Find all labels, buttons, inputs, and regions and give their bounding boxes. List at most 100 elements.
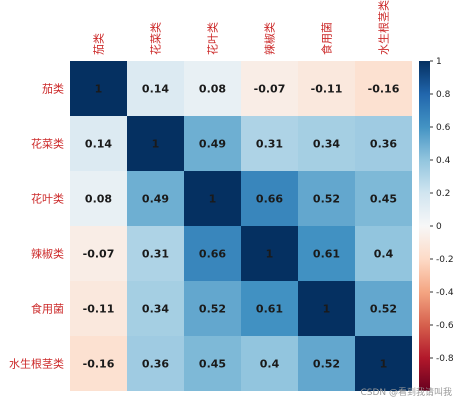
heatmap-cell-labels: 1 0.14 0.08 -0.07 -0.11 -0.16 0.14 1 0.49 0.31 0.3…: [83, 83, 400, 371]
heatmap-cell-1-4: [298, 116, 355, 171]
cell-value-label: 1: [95, 83, 103, 96]
column-label: 花菜类: [149, 22, 163, 55]
colorbar-tick-label: 0.6: [436, 123, 451, 133]
heatmap-cell-2-1: [127, 171, 184, 226]
colorbar-tick-label: 1: [436, 57, 442, 67]
row-label: 茄类: [42, 82, 64, 96]
cell-value-label: 1: [323, 303, 331, 316]
colorbar-tick-label: -0.6: [436, 321, 454, 331]
heatmap-cell-5-1: [127, 336, 184, 391]
column-label: 食用菌: [320, 22, 334, 55]
heatmap-cell-2-4: [298, 171, 355, 226]
cell-value-label: -0.11: [311, 83, 343, 96]
row-label: 食用菌: [31, 302, 64, 316]
heatmap-cell-3-1: [127, 226, 184, 281]
cell-value-label: 0.61: [256, 303, 283, 316]
column-label: 茄类: [92, 33, 106, 55]
heatmap-cell-2-2: [184, 171, 241, 226]
heatmap-cell-2-3: [241, 171, 298, 226]
cell-value-label: 0.45: [370, 193, 397, 206]
heatmap-cell-2-5: [355, 171, 412, 226]
cell-value-label: 1: [209, 193, 217, 206]
cell-value-label: 0.31: [142, 248, 169, 261]
cell-value-label: 0.08: [199, 83, 226, 96]
cell-value-label: 0.36: [370, 138, 397, 151]
heatmap-cell-5-0: [70, 336, 127, 391]
heatmap-cell-3-5: [355, 226, 412, 281]
heatmap-cell-0-5: [355, 61, 412, 116]
colorbar-gradient: [419, 61, 430, 391]
column-labels: 茄类 花菜类 花叶类 辣椒类 食用菌 水生根茎类: [92, 0, 391, 55]
row-label: 辣椒类: [31, 247, 64, 261]
heatmap-cells: [70, 61, 412, 391]
cell-value-label: 0.52: [370, 303, 397, 316]
heatmap-cell-0-4: [298, 61, 355, 116]
column-label: 水生根茎类: [377, 0, 391, 55]
heatmap-cell-5-2: [184, 336, 241, 391]
cell-value-label: -0.07: [254, 83, 286, 96]
heatmap-cell-5-5: [355, 336, 412, 391]
heatmap-cell-2-0: [70, 171, 127, 226]
cell-value-label: 0.66: [199, 248, 226, 261]
cell-value-label: -0.16: [368, 83, 400, 96]
heatmap-cell-4-3: [241, 281, 298, 336]
heatmap-cell-0-3: [241, 61, 298, 116]
colorbar-tick-label: 0.8: [436, 90, 451, 100]
row-label: 花菜类: [31, 137, 64, 151]
cell-value-label: -0.11: [83, 303, 115, 316]
heatmap-cell-1-1: [127, 116, 184, 171]
heatmap-cell-3-3: [241, 226, 298, 281]
cell-value-label: 1: [380, 358, 388, 371]
heatmap-cell-1-5: [355, 116, 412, 171]
cell-value-label: 0.34: [142, 303, 169, 316]
cell-value-label: 0.14: [142, 83, 169, 96]
cell-value-label: 0.14: [85, 138, 112, 151]
heatmap-cell-3-2: [184, 226, 241, 281]
heatmap-cell-4-4: [298, 281, 355, 336]
heatmap-cell-0-2: [184, 61, 241, 116]
cell-value-label: 0.4: [260, 358, 280, 371]
cell-value-label: 0.49: [199, 138, 226, 151]
cell-value-label: -0.07: [83, 248, 115, 261]
cell-value-label: -0.16: [83, 358, 115, 371]
cell-value-label: 0.4: [374, 248, 394, 261]
cell-value-label: 0.36: [142, 358, 169, 371]
colorbar: 1 0.8 0.6 0.4 0.2 0 -0.2 -0.4 -0.6 -0.8: [419, 57, 454, 391]
cell-value-label: 0.66: [256, 193, 283, 206]
column-label: 花叶类: [206, 22, 220, 55]
cell-value-label: 0.52: [199, 303, 226, 316]
heatmap-cell-4-0: [70, 281, 127, 336]
colorbar-tick-label: -0.2: [436, 255, 454, 265]
heatmap-cell-4-1: [127, 281, 184, 336]
heatmap-cell-5-4: [298, 336, 355, 391]
heatmap-cell-4-2: [184, 281, 241, 336]
cell-value-label: 0.49: [142, 193, 169, 206]
heatmap-cell-3-4: [298, 226, 355, 281]
cell-value-label: 0.31: [256, 138, 283, 151]
watermark: CSDN @看到我请叫我: [360, 388, 452, 398]
heatmap-cell-4-5: [355, 281, 412, 336]
heatmap-cell-0-1: [127, 61, 184, 116]
heatmap-cell-3-0: [70, 226, 127, 281]
cell-value-label: 0.52: [313, 193, 340, 206]
cell-value-label: 1: [266, 248, 274, 261]
heatmap-cell-0-0: [70, 61, 127, 116]
colorbar-tick-label: 0.4: [436, 156, 451, 166]
cell-value-label: 0.61: [313, 248, 340, 261]
cell-value-label: 1: [152, 138, 160, 151]
row-label: 花叶类: [31, 192, 64, 206]
colorbar-tick-label: -0.8: [436, 354, 454, 364]
row-label: 水生根茎类: [9, 357, 64, 371]
cell-value-label: 0.45: [199, 358, 226, 371]
heatmap-cell-1-3: [241, 116, 298, 171]
heatmap-cell-1-0: [70, 116, 127, 171]
heatmap-cell-5-3: [241, 336, 298, 391]
colorbar-tick-label: 0.2: [436, 189, 450, 199]
cell-value-label: 0.34: [313, 138, 340, 151]
heatmap-cell-1-2: [184, 116, 241, 171]
column-label: 辣椒类: [263, 22, 277, 55]
colorbar-tick-label: -0.4: [436, 288, 454, 298]
